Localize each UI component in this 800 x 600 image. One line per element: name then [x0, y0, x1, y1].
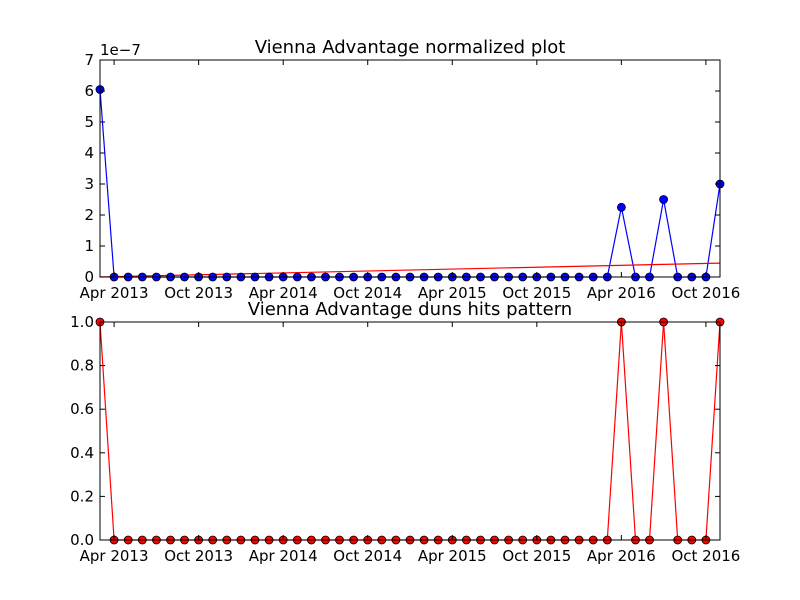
series-line [99, 262, 721, 278]
plot-frame [99, 59, 721, 278]
x-tick-label: Oct 2014 [333, 547, 402, 565]
x-tick-label: Oct 2014 [333, 284, 402, 302]
chart-title: Vienna Advantage duns hits pattern [248, 299, 572, 320]
x-tick-label: Apr 2016 [587, 284, 656, 302]
x-tick-label: Apr 2015 [418, 547, 487, 565]
x-tick-label: Apr 2015 [418, 284, 487, 302]
x-axis-ticks: Apr 2013 Oct 2013 Apr 2014 Oct 2014 Apr 2015… [80, 322, 740, 565]
x-tick-label: Apr 2014 [249, 284, 318, 302]
plot-frame [99, 321, 721, 541]
x-tick-label: Apr 2016 [587, 547, 656, 565]
y-axis-ticks: 0.0 0.2 0.4 0.6 0.8 1.0 [70, 313, 720, 549]
x-tick-label: Oct 2013 [164, 547, 233, 565]
data-point [659, 195, 668, 204]
x-tick-label: Oct 2015 [502, 547, 571, 565]
y-tick-label: 0.0 [70, 531, 94, 549]
y-axis-ticks: 0 1 2 3 4 5 6 7 [84, 51, 720, 286]
x-tick-label: Apr 2013 [80, 284, 149, 302]
series-markers [95, 317, 725, 545]
y-tick-label: 7 [84, 51, 94, 69]
x-tick-label: Oct 2013 [164, 284, 233, 302]
y-tick-label: 2 [84, 206, 94, 224]
y-tick-label: 1 [84, 237, 94, 255]
series-lines [99, 321, 721, 541]
y-tick-label: 0 [84, 268, 94, 286]
y-tick-label: 3 [84, 175, 94, 193]
series-line [99, 89, 721, 278]
y-tick-label: 0.4 [70, 444, 94, 462]
y-tick-label: 6 [84, 82, 94, 100]
x-axis-ticks: Apr 2013 Oct 2013 Apr 2014 Oct 2014 Apr 2015… [80, 60, 740, 302]
y-tick-label: 0.2 [70, 487, 94, 505]
y-tick-label: 1.0 [70, 313, 94, 331]
normalized-plot-panel: Vienna Advantage normalized plot 1e−7 Ap… [80, 37, 741, 302]
y-tick-label: 5 [84, 113, 94, 131]
series-line [99, 321, 721, 541]
data-point [617, 202, 626, 212]
x-tick-label: Apr 2014 [249, 547, 318, 565]
x-tick-label: Oct 2015 [502, 284, 571, 302]
y-scale-multiplier: 1e−7 [100, 41, 141, 59]
x-tick-label: Apr 2013 [80, 547, 149, 565]
series-lines [99, 89, 721, 278]
y-tick-label: 4 [84, 144, 94, 162]
x-tick-label: Oct 2016 [671, 547, 740, 565]
y-tick-label: 0.8 [70, 357, 94, 375]
duns-hits-panel: Vienna Advantage duns hits pattern Apr 2… [70, 299, 740, 565]
x-tick-label: Oct 2016 [671, 284, 740, 302]
chart-title: Vienna Advantage normalized plot [255, 37, 566, 58]
y-tick-label: 0.6 [70, 400, 94, 418]
